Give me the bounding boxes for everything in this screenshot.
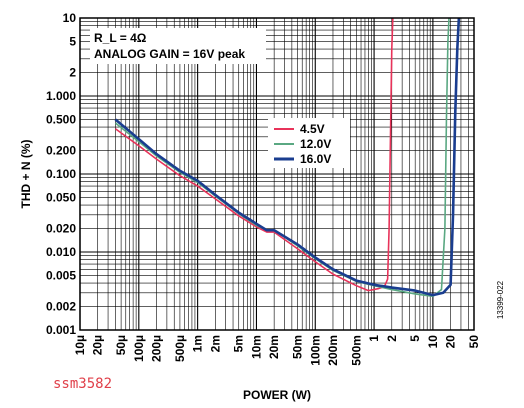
y-tick-label: 0.020	[46, 222, 76, 236]
x-tick-label: 1	[367, 335, 381, 342]
y-tick-label: 0.100	[46, 167, 76, 181]
x-tick-label: 10m	[249, 335, 263, 359]
watermark: ssm3582	[53, 376, 112, 392]
y-tick-label: 1.000	[46, 89, 76, 103]
y-axis-title: THD + N (%)	[19, 139, 33, 208]
figure-id: 13399-022	[496, 280, 505, 319]
x-tick-label: 200µ	[150, 335, 164, 362]
x-tick-label: 5m	[232, 335, 246, 352]
legend-label-12v: 12.0V	[300, 137, 331, 151]
x-tick-label: 20	[444, 335, 458, 349]
series-line-4-5v	[114, 18, 394, 292]
y-tick-label: 0.005	[46, 268, 76, 282]
annotation-background	[90, 28, 266, 64]
y-tick-label: 0.200	[46, 144, 76, 158]
annotation-gain: ANALOG GAIN = 16V peak	[94, 47, 245, 61]
annotation-box: R_L = 4Ω ANALOG GAIN = 16V peak	[90, 28, 266, 64]
annotation-load: R_L = 4Ω	[94, 31, 147, 45]
x-tick-label: 50	[467, 335, 481, 349]
plot-frame	[79, 17, 475, 331]
x-tick-label: 100µ	[132, 335, 146, 362]
x-tick-label: 20µ	[91, 335, 105, 355]
legend-label-16v: 16.0V	[300, 152, 331, 166]
x-tick-label: 100m	[308, 335, 322, 366]
x-tick-label: 20m	[267, 335, 281, 359]
y-tick-label: 5	[69, 34, 76, 48]
x-tick-labels: 10µ 20µ 50µ 100µ 200µ 500µ 1m 2m 5m 10m 20m 50m 100m…	[73, 335, 481, 366]
series-line-16-0v	[114, 18, 461, 297]
y-tick-label: 0.050	[46, 190, 76, 204]
x-tick-label: 2m	[208, 335, 222, 352]
x-axis-title: POWER (W)	[243, 388, 311, 402]
y-tick-label: 0.001	[46, 323, 76, 337]
legend-label-4-5v: 4.5V	[300, 122, 325, 136]
x-tick-label: 500µ	[173, 335, 187, 362]
y-tick-label: 2	[69, 66, 76, 80]
x-tick-label: 2	[385, 335, 399, 342]
legend: 4.5V 12.0V 16.0V	[268, 118, 350, 168]
y-tick-label: 10	[63, 11, 77, 25]
series-layer	[114, 18, 461, 298]
x-tick-label: 10	[426, 335, 440, 349]
x-tick-label: 50m	[291, 335, 305, 359]
x-tick-label: 500m	[349, 335, 363, 366]
x-tick-label: 5	[408, 335, 422, 342]
y-tick-label: 0.002	[46, 300, 76, 314]
x-tick-label: 200m	[326, 335, 340, 366]
y-tick-label: 0.010	[46, 245, 76, 259]
x-tick-label: 10µ	[73, 335, 87, 355]
x-tick-label: 50µ	[114, 335, 128, 355]
x-tick-label: 1m	[191, 335, 205, 352]
y-tick-label: 0.500	[46, 112, 76, 126]
y-tick-labels: 0.001 0.002 0.005 0.010 0.020 0.050 0.100 0.200…	[46, 11, 76, 337]
